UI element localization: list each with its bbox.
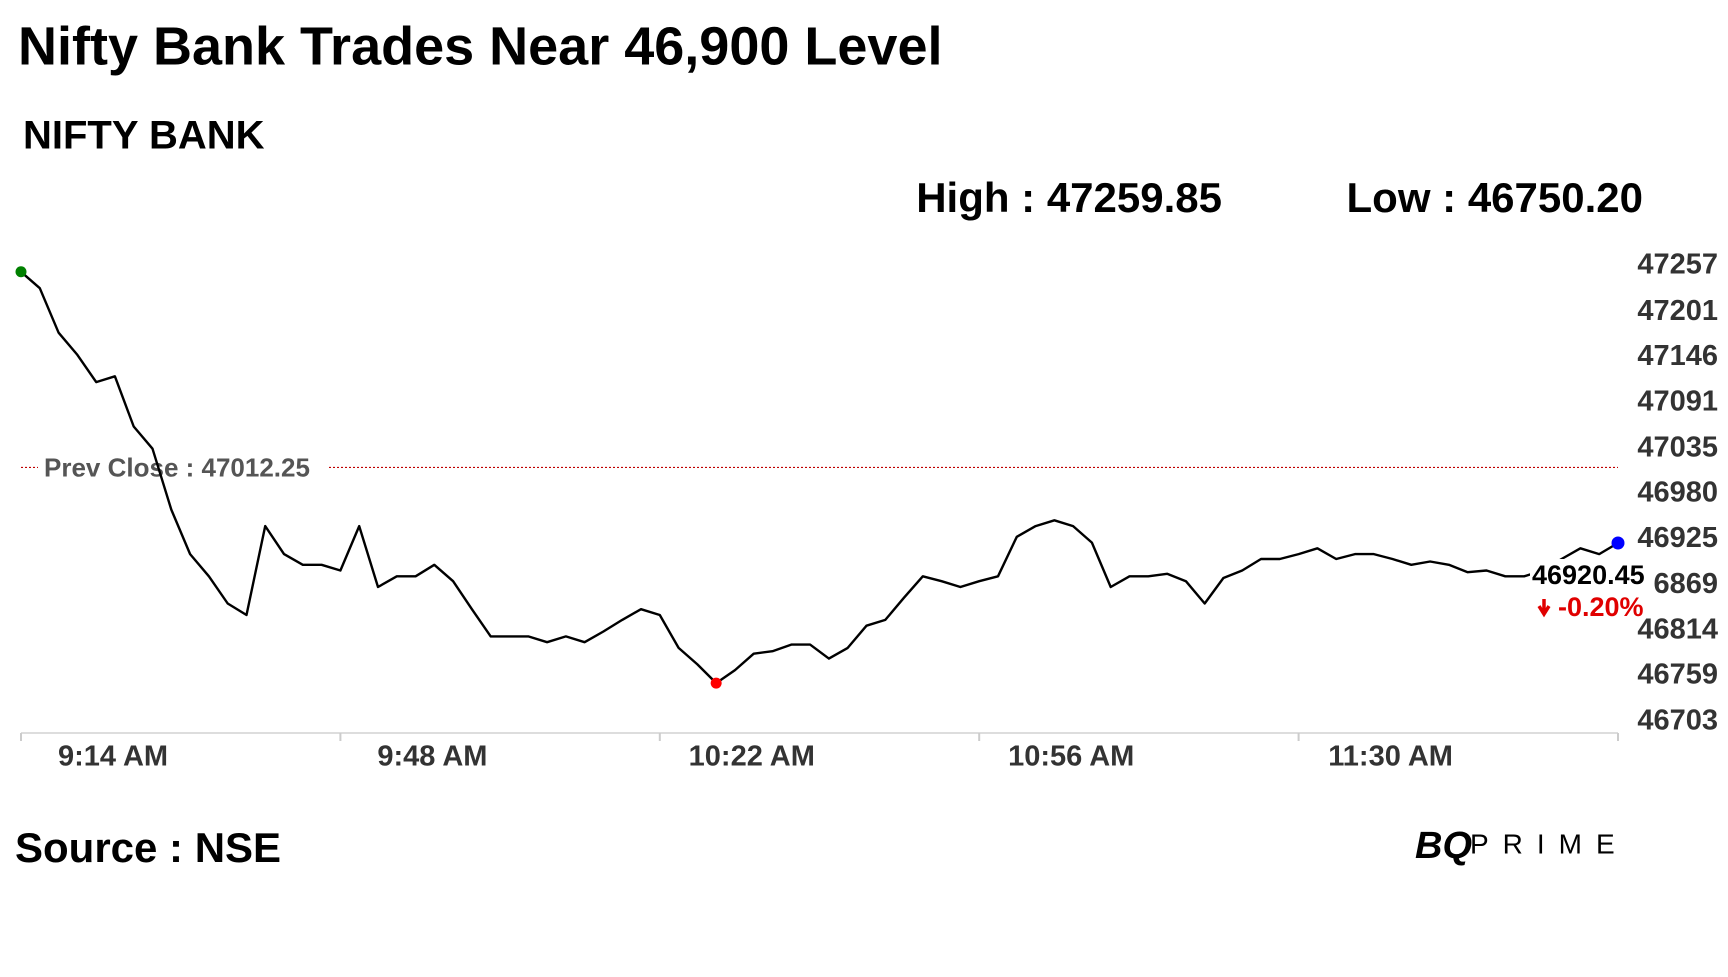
high-text: High : 47259.85 bbox=[916, 174, 1222, 221]
chart-subtitle: NIFTY BANK bbox=[23, 114, 265, 158]
x-tick-label: 11:30 AM bbox=[1328, 741, 1453, 773]
prev-close-bg bbox=[38, 449, 328, 486]
down-arrow bbox=[1537, 599, 1551, 618]
y-tick-label: 46814 bbox=[1637, 613, 1718, 645]
y-tick-label: 46925 bbox=[1637, 522, 1718, 554]
x-tick-label: 10:56 AM bbox=[1008, 741, 1134, 773]
plot: 4725747201471464709147035469804692546869… bbox=[15, 249, 1718, 773]
y-tick-label: 46759 bbox=[1637, 659, 1718, 691]
low-text: Low : 46750.20 bbox=[1347, 174, 1643, 221]
y-tick-label: 47091 bbox=[1637, 385, 1718, 417]
y-tick-label: 47257 bbox=[1637, 249, 1718, 281]
y-tick-label: 47146 bbox=[1637, 340, 1718, 372]
price-line bbox=[20, 270, 1619, 685]
change-label: -0.20% bbox=[1558, 592, 1644, 622]
last-label-bg bbox=[1530, 559, 1654, 594]
y-tick-label: 46980 bbox=[1637, 477, 1718, 509]
logo-bq: BQ bbox=[1415, 825, 1472, 867]
y-tick-label: 47201 bbox=[1637, 295, 1718, 327]
start-marker bbox=[15, 266, 27, 278]
prev-close-label: Prev Close : 47012.25 bbox=[44, 452, 310, 482]
x-tick-label: 9:14 AM bbox=[58, 741, 168, 773]
end-marker bbox=[1611, 536, 1625, 550]
logo-prime: PRIME bbox=[1470, 828, 1629, 859]
y-tick-label: 46703 bbox=[1637, 705, 1718, 737]
source: Source : NSE bbox=[15, 824, 281, 871]
last-value-label: 46920.45 bbox=[1532, 560, 1645, 590]
x-tick-label: 9:48 AM bbox=[377, 741, 487, 773]
chart-title: Nifty Bank Trades Near 46,900 Level bbox=[18, 16, 943, 76]
y-tick-label: 47035 bbox=[1637, 431, 1718, 463]
low-marker bbox=[710, 677, 722, 689]
x-tick-label: 10:22 AM bbox=[689, 741, 815, 773]
